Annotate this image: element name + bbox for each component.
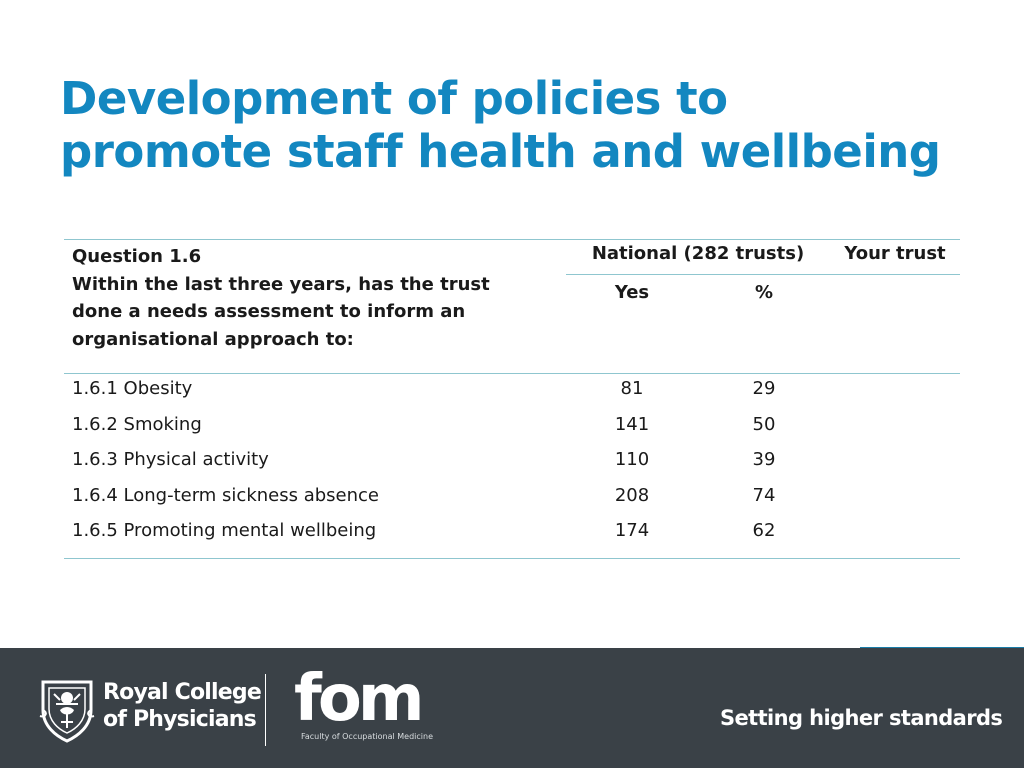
- rcp-logo-text: Royal College of Physicians: [103, 679, 262, 733]
- your-trust-subheader: [830, 274, 960, 374]
- row-label: 1.6.1 Obesity: [72, 378, 193, 399]
- table-row: 1.6.5 Promoting mental wellbeing 174 62: [64, 516, 960, 558]
- fom-subtitle: Faculty of Occupational Medicine: [301, 732, 434, 741]
- slide-title-line-1: Development of policies to: [60, 72, 728, 125]
- table-row: 1.6.1 Obesity 81 29: [64, 374, 960, 410]
- slide-title-line-2: promote staff health and wellbeing: [60, 125, 941, 178]
- header-row-1: Question 1.6 Within the last three years…: [64, 239, 960, 374]
- table-row: 1.6.4 Long-term sickness absence 208 74: [64, 481, 960, 517]
- row-percent: 39: [752, 449, 776, 470]
- national-header: National (282 trusts): [566, 239, 830, 275]
- row-yes: 174: [614, 520, 650, 541]
- header-row-2: Yes %: [64, 274, 960, 374]
- row-percent: 29: [752, 378, 776, 399]
- row-yes: 208: [614, 484, 650, 506]
- row-your-trust: [830, 481, 960, 517]
- question-text: Within the last three years, has the tru…: [72, 273, 490, 350]
- row-yes: 141: [614, 413, 650, 435]
- table-row: 1.6.3 Physical activity 110 39: [64, 445, 960, 481]
- row-yes: 110: [614, 449, 650, 470]
- question-label: Question 1.6: [72, 246, 202, 267]
- your-trust-header: Your trust: [830, 239, 960, 275]
- row-label: 1.6.4 Long-term sickness absence: [72, 484, 379, 506]
- row-percent: 74: [752, 484, 776, 506]
- percent-header: %: [698, 274, 830, 374]
- row-yes: 81: [620, 378, 644, 399]
- tagline: Setting higher standards: [720, 706, 1003, 730]
- footer-bar: [0, 648, 1024, 768]
- fom-logo: fom: [294, 662, 424, 736]
- row-your-trust: [830, 516, 960, 558]
- results-table: Question 1.6 Within the last three years…: [64, 239, 960, 559]
- row-label: 1.6.2 Smoking: [72, 413, 202, 435]
- row-your-trust: [830, 445, 960, 481]
- row-percent: 50: [752, 413, 776, 435]
- yes-header: Yes: [566, 274, 698, 374]
- rcp-crest-icon: [39, 680, 95, 743]
- row-percent: 62: [752, 520, 776, 541]
- question-cell: Question 1.6 Within the last three years…: [64, 239, 566, 374]
- table-row: 1.6.2 Smoking 141 50: [64, 410, 960, 446]
- row-your-trust: [830, 374, 960, 410]
- row-label: 1.6.3 Physical activity: [72, 449, 269, 470]
- rcp-line-2: of Physicians: [103, 707, 257, 732]
- logo-divider: [265, 674, 266, 746]
- slide-title: Development of policies to promote staff…: [60, 72, 960, 178]
- row-your-trust: [830, 410, 960, 446]
- row-label: 1.6.5 Promoting mental wellbeing: [72, 520, 377, 541]
- rcp-line-1: Royal College: [103, 680, 262, 705]
